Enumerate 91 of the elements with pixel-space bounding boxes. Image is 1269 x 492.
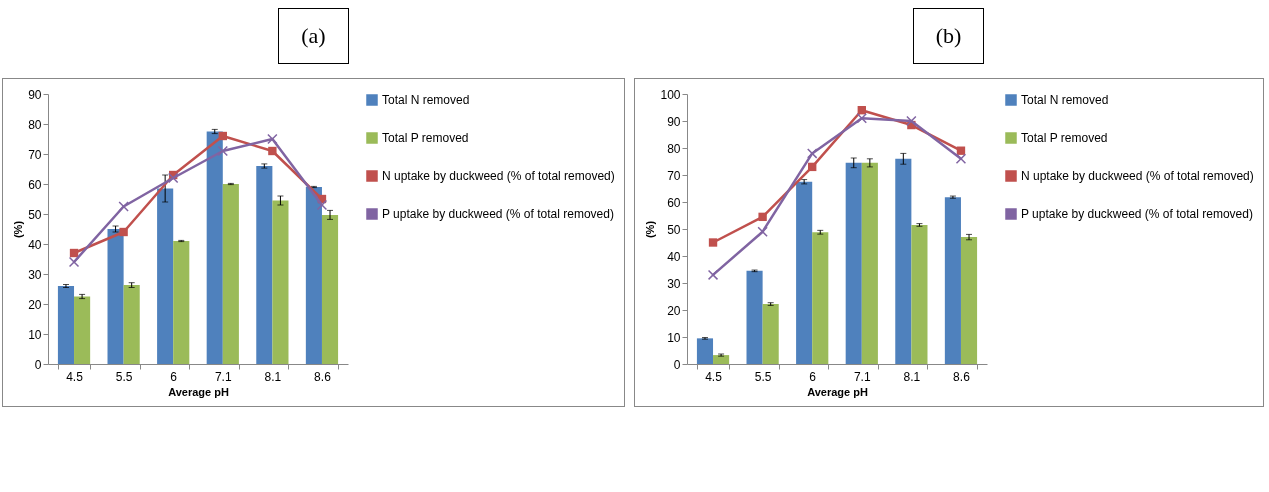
y-tick-label: 80	[666, 141, 681, 156]
point	[806, 148, 817, 159]
point	[118, 201, 129, 212]
x-tick-label: 4.5	[66, 369, 84, 384]
y-tick-label: 0	[34, 357, 42, 372]
x-tick-label: 8.6	[314, 369, 332, 384]
bar	[845, 162, 862, 364]
point	[955, 153, 966, 165]
point	[167, 172, 179, 184]
point	[217, 145, 229, 157]
legend-label: N uptake by duckweed (% of total removed)	[1020, 169, 1254, 183]
legend-label: N uptake by duckweed (% of total removed)	[382, 169, 615, 183]
point	[756, 226, 768, 237]
point	[856, 113, 867, 124]
point	[857, 106, 866, 115]
legend-label: P uptake by duckweed (% of total removed)	[1020, 207, 1253, 221]
y-tick-label: 10	[666, 330, 681, 345]
bar	[57, 286, 75, 364]
bar	[910, 224, 927, 364]
point	[757, 212, 767, 222]
y-tick-label: 40	[666, 249, 681, 264]
bar	[305, 187, 322, 364]
y-axis-title: (%)	[12, 220, 25, 239]
legend-label: Total N removed	[382, 93, 470, 107]
y-tick-label: 80	[28, 117, 42, 132]
y-tick-label: 10	[28, 327, 42, 342]
bar	[811, 232, 828, 364]
bar	[107, 229, 124, 364]
y-tick-label: 30	[666, 276, 681, 291]
x-tick-label: 8.6	[952, 369, 970, 384]
point	[268, 146, 277, 156]
bar	[272, 200, 289, 364]
chart-title: (b)	[912, 8, 985, 64]
point	[119, 227, 128, 237]
x-axis-title: Average pH	[806, 385, 868, 398]
bar	[795, 181, 812, 364]
x-tick-label: 4.5	[704, 369, 722, 384]
bar	[206, 131, 223, 364]
y-tick-label: 20	[666, 303, 681, 318]
y-tick-label: 0	[673, 357, 681, 372]
y-tick-label: 60	[666, 195, 681, 210]
bar	[74, 296, 91, 364]
y-tick-label: 40	[28, 237, 42, 252]
point	[69, 248, 79, 258]
point	[708, 238, 717, 247]
y-tick-label: 30	[28, 267, 42, 282]
point	[807, 162, 816, 172]
bar	[157, 188, 174, 364]
bar	[123, 285, 140, 364]
bar	[746, 270, 763, 364]
bar	[762, 304, 779, 364]
legend-label: P uptake by duckweed (% of total removed)	[382, 207, 614, 221]
y-tick-label: 50	[666, 222, 681, 237]
y-tick-label: 90	[28, 87, 42, 102]
x-tick-label: 5.5	[115, 369, 133, 384]
y-tick-label: 20	[28, 297, 42, 312]
bar	[696, 338, 713, 364]
point	[905, 115, 917, 127]
bar	[321, 214, 339, 364]
x-tick-label: 8.1	[903, 369, 921, 384]
point	[316, 199, 328, 211]
x-tick-label: 7.1	[214, 369, 232, 384]
bar	[861, 162, 878, 364]
y-tick-label: 50	[28, 207, 42, 222]
x-tick-label: 5.5	[754, 369, 772, 384]
y-tick-label: 70	[28, 147, 42, 162]
x-tick-label: 7.1	[853, 369, 871, 384]
x-tick-label: 8.1	[264, 369, 282, 384]
bar	[944, 197, 961, 364]
bar	[894, 158, 911, 364]
point	[218, 131, 227, 141]
legend-label: Total N removed	[1020, 93, 1108, 107]
bar	[256, 166, 273, 364]
x-tick-label: 6	[170, 369, 178, 384]
bar	[173, 241, 190, 364]
legend-label: Total P removed	[382, 131, 469, 145]
bar	[712, 355, 729, 364]
y-tick-label: 70	[666, 168, 681, 183]
chart-title: (a)	[278, 8, 349, 64]
bar	[960, 237, 977, 364]
y-axis-title: (%)	[643, 220, 656, 239]
point	[267, 133, 278, 145]
y-tick-label: 60	[28, 177, 42, 192]
legend-label: Total P removed	[1020, 131, 1107, 145]
point	[68, 256, 80, 268]
y-tick-label: 100	[659, 87, 681, 102]
bar	[222, 184, 239, 364]
point	[707, 269, 718, 281]
x-axis-title: Average pH	[168, 385, 229, 398]
y-tick-label: 90	[666, 114, 681, 129]
x-tick-label: 6	[808, 369, 816, 384]
